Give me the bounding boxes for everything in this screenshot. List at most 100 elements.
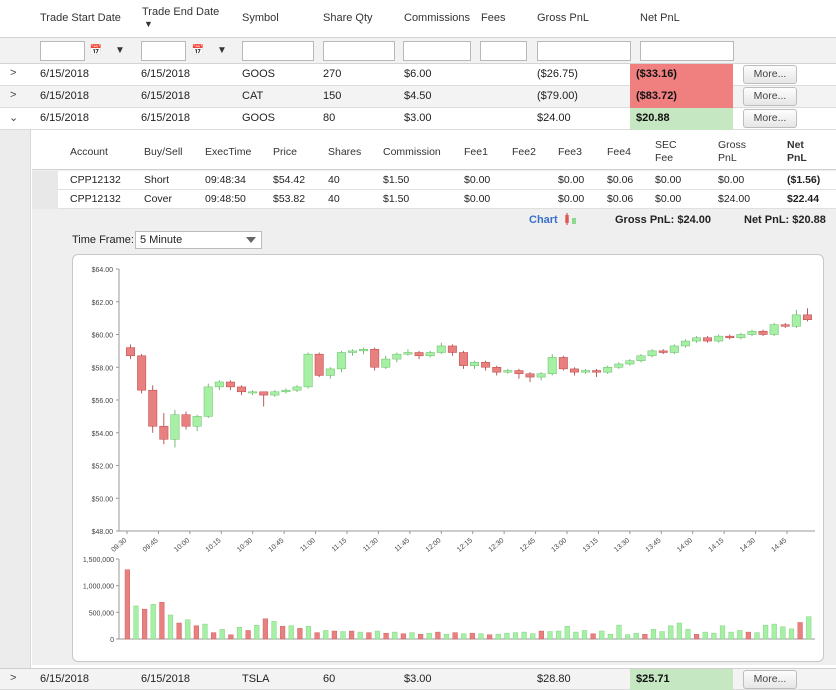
more-button[interactable]: More...	[743, 670, 797, 689]
trade-commissions: $3.00	[404, 112, 432, 124]
col-fee2[interactable]: Fee2	[512, 146, 536, 158]
exec-commission: $1.50	[383, 174, 410, 186]
start-date-filter-input[interactable]	[40, 41, 85, 61]
trade-end: 6/15/2018	[141, 673, 190, 685]
candle-body	[614, 363, 624, 368]
volume-bar	[650, 629, 657, 640]
trade-row[interactable]: > 6/15/2018 6/15/2018 CAT 150 $4.50 ($79…	[0, 86, 836, 108]
volume-bar	[357, 631, 363, 640]
col-price[interactable]: Price	[273, 146, 297, 158]
qty-filter-input[interactable]	[323, 41, 395, 61]
volume-tick-label: 1,500,000	[83, 557, 114, 564]
col-account[interactable]: Account	[70, 146, 108, 158]
col-fee3[interactable]: Fee3	[558, 146, 582, 158]
volume-bar	[331, 630, 337, 640]
col-gross-pnl[interactable]: Gross PnL	[537, 12, 589, 24]
x-tick-label: 14:15	[707, 537, 725, 554]
col-gross-pnl[interactable]: PnL	[718, 152, 737, 164]
candle-body	[170, 414, 180, 440]
volume-bar	[435, 631, 441, 640]
trade-symbol: CAT	[242, 90, 264, 102]
more-button[interactable]: More...	[743, 87, 797, 106]
volume-bar	[797, 622, 803, 640]
trade-net-pnl: $20.88	[630, 108, 733, 130]
time-frame-select[interactable]: 5 Minute	[135, 231, 262, 249]
volume-bar	[305, 626, 312, 640]
volume-bar	[495, 634, 501, 640]
volume-bar	[374, 630, 381, 640]
col-net-pnl[interactable]: Net PnL	[640, 12, 680, 24]
filter-icon[interactable]: ▼	[217, 45, 227, 56]
col-buy-sell[interactable]: Buy/Sell	[144, 146, 183, 158]
volume-bar	[409, 632, 415, 640]
col-net-pnl[interactable]: PnL	[787, 152, 807, 164]
trade-net-pnl: ($33.16)	[630, 64, 733, 86]
col-shares[interactable]: Shares	[328, 146, 362, 158]
col-commission[interactable]: Commission	[383, 146, 441, 158]
volume-bar	[150, 604, 156, 640]
commissions-filter-input[interactable]	[403, 41, 471, 61]
more-button[interactable]: More...	[743, 65, 797, 84]
gross-filter-input[interactable]	[537, 41, 631, 61]
candle-body	[569, 368, 579, 373]
trade-start: 6/15/2018	[40, 90, 89, 102]
expand-chevron-icon[interactable]: >	[10, 89, 17, 101]
trade-row-expanded[interactable]: ⌄ 6/15/2018 6/15/2018 GOOS 80 $3.00 $24.…	[0, 108, 836, 130]
col-fee1[interactable]: Fee1	[464, 146, 488, 158]
col-commissions[interactable]: Commissions	[404, 12, 471, 24]
volume-bar	[763, 624, 769, 640]
exec-time: 09:48:34	[205, 174, 246, 186]
volume-bar	[625, 634, 631, 640]
sort-desc-icon[interactable]: ▼	[144, 19, 153, 29]
execution-row[interactable]: CPP12132 Cover 09:48:50 $53.82 40 $1.50 …	[32, 190, 836, 209]
candle-body	[636, 355, 646, 361]
volume-tick-label: 0	[110, 637, 114, 644]
x-tick-label: 14:30	[739, 537, 757, 554]
execution-row[interactable]: CPP12132 Short 09:48:34 $54.42 40 $1.50 …	[32, 171, 836, 190]
volume-bar	[607, 634, 613, 640]
chart-link[interactable]: Chart	[529, 214, 558, 226]
exec-account: CPP12132	[70, 193, 121, 205]
trade-row[interactable]: > 6/15/2018 6/15/2018 TSLA 60 $3.00 $28.…	[0, 668, 836, 690]
col-sec-fee[interactable]: Fee	[655, 152, 674, 164]
volume-bar	[668, 625, 674, 640]
fees-filter-input[interactable]	[480, 41, 527, 61]
price-volume-chart[interactable]: $64.00 $62.00 $60.00 $58.00 $56.00 $54.00 $52.…	[73, 255, 823, 661]
trade-commissions: $3.00	[404, 673, 432, 685]
col-symbol[interactable]: Symbol	[242, 12, 279, 24]
col-fee4[interactable]: Fee4	[607, 146, 631, 158]
volume-bar	[676, 622, 682, 640]
exec-time: 09:48:50	[205, 193, 246, 205]
x-tick-label: 11:00	[299, 537, 317, 553]
candle-body	[281, 389, 291, 393]
col-fees[interactable]: Fees	[481, 12, 506, 24]
row-gutter	[0, 64, 31, 690]
expand-chevron-icon[interactable]: >	[10, 672, 17, 684]
candle-body	[447, 345, 457, 353]
col-net-pnl[interactable]: Net	[787, 139, 804, 151]
col-gross-pnl[interactable]: Gross	[718, 139, 747, 151]
trade-qty: 60	[323, 673, 336, 685]
collapse-chevron-icon[interactable]: ⌄	[9, 112, 19, 124]
filter-icon[interactable]: ▼	[115, 45, 125, 56]
candle-body	[658, 350, 668, 353]
col-sec-fee[interactable]: SEC	[655, 139, 677, 151]
volume-bar	[280, 626, 286, 640]
trade-row[interactable]: > 6/15/2018 6/15/2018 GOOS 270 $6.00 ($2…	[0, 64, 836, 86]
volume-bar	[167, 614, 174, 640]
candlestick-icon[interactable]	[562, 212, 578, 226]
col-exec-time[interactable]: ExecTime	[205, 146, 252, 158]
col-trade-end-date[interactable]: Trade End Date	[142, 6, 220, 18]
col-trade-start-date[interactable]: Trade Start Date	[40, 12, 121, 24]
calendar-icon[interactable]: 📅	[89, 45, 103, 56]
col-share-qty[interactable]: Share Qty	[323, 12, 373, 24]
volume-bar	[633, 632, 639, 640]
candle-body	[348, 350, 357, 353]
symbol-filter-input[interactable]	[242, 41, 314, 61]
volume-bar	[288, 625, 294, 640]
calendar-icon[interactable]: 📅	[191, 45, 205, 56]
end-date-filter-input[interactable]	[141, 41, 186, 61]
net-filter-input[interactable]	[640, 41, 734, 61]
expand-chevron-icon[interactable]: >	[10, 67, 17, 79]
more-button[interactable]: More...	[743, 109, 797, 128]
